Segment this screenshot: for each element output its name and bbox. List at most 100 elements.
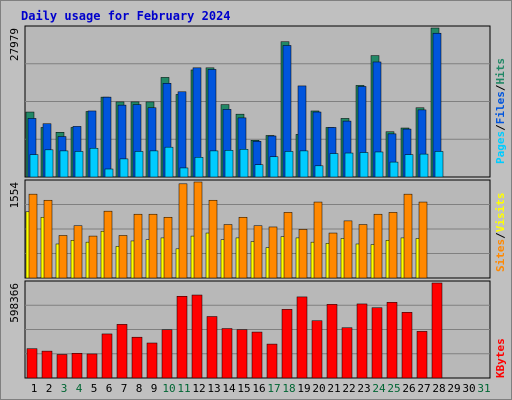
kbytes-bar bbox=[296, 296, 308, 379]
legend-separator: / bbox=[494, 84, 507, 91]
sites-bar bbox=[358, 224, 368, 279]
pages-bar bbox=[419, 153, 429, 178]
sites-bar bbox=[28, 193, 38, 279]
day-label: 9 bbox=[151, 382, 158, 395]
pages-bar bbox=[44, 149, 54, 178]
pages-bar bbox=[389, 161, 399, 178]
day-label: 22 bbox=[342, 382, 355, 395]
sites-bar bbox=[58, 235, 68, 279]
kbytes-bar bbox=[26, 348, 38, 379]
legend-visits: Visits bbox=[494, 193, 507, 233]
pages-bar bbox=[254, 164, 264, 178]
day-label: 10 bbox=[162, 382, 175, 395]
legend-files: Files bbox=[494, 91, 507, 124]
kbytes-bar bbox=[116, 324, 128, 379]
kbytes-bar bbox=[266, 343, 278, 379]
kbytes-bar bbox=[161, 329, 173, 379]
pages-bar bbox=[164, 146, 174, 178]
day-label: 23 bbox=[357, 382, 370, 395]
hits-files-pages-legend: Pages/Files/Hits bbox=[494, 58, 507, 164]
sites-bar bbox=[418, 201, 428, 279]
day-label: 12 bbox=[192, 382, 205, 395]
sites-bar bbox=[373, 213, 383, 279]
legend-separator: / bbox=[494, 232, 507, 239]
sites-bar bbox=[178, 183, 188, 279]
sites-bar bbox=[73, 225, 83, 279]
day-label: 2 bbox=[46, 382, 53, 395]
day-label: 4 bbox=[76, 382, 83, 395]
day-label: 7 bbox=[121, 382, 128, 395]
sites-bar bbox=[328, 232, 338, 279]
day-label: 18 bbox=[282, 382, 295, 395]
day-label: 6 bbox=[106, 382, 113, 395]
kbytes-bar bbox=[101, 333, 113, 379]
day-label: 26 bbox=[402, 382, 415, 395]
day-label: 11 bbox=[177, 382, 190, 395]
day-label: 29 bbox=[447, 382, 460, 395]
kbytes-bar bbox=[401, 312, 413, 379]
sites-bar bbox=[193, 181, 203, 279]
kbytes-bar bbox=[371, 307, 383, 379]
kbytes-bar bbox=[281, 309, 293, 379]
sites-bar bbox=[148, 213, 158, 279]
pages-bar bbox=[329, 153, 339, 178]
kbytes-bar bbox=[431, 282, 443, 379]
sites-bar bbox=[118, 235, 128, 279]
kbytes-bar bbox=[86, 353, 98, 379]
day-label: 31 bbox=[477, 382, 490, 395]
sites-bar bbox=[403, 193, 413, 279]
pages-bar bbox=[404, 154, 414, 178]
kbytes-bar bbox=[311, 320, 323, 379]
pages-bar bbox=[89, 147, 99, 178]
sites-bar bbox=[268, 226, 278, 279]
kbytes-bar bbox=[131, 336, 143, 379]
pages-bar bbox=[59, 150, 69, 178]
kbytes-bar bbox=[71, 353, 83, 379]
sites-bar bbox=[388, 212, 398, 279]
day-label: 8 bbox=[136, 382, 143, 395]
pages-bar bbox=[134, 151, 144, 178]
sites-bar bbox=[103, 210, 113, 279]
pages-bar bbox=[239, 149, 249, 178]
day-label: 3 bbox=[61, 382, 68, 395]
sites-bar bbox=[163, 216, 173, 279]
legend-pages: Pages bbox=[494, 131, 507, 164]
sites-bar bbox=[313, 201, 323, 279]
kbytes-bar bbox=[251, 331, 263, 379]
day-label: 28 bbox=[432, 382, 445, 395]
sites-bar bbox=[133, 213, 143, 279]
sites-max-label: 1554 bbox=[8, 182, 21, 209]
sites-bar bbox=[223, 224, 233, 279]
day-label: 16 bbox=[252, 382, 265, 395]
day-label: 15 bbox=[237, 382, 250, 395]
pages-bar bbox=[284, 151, 294, 178]
files-bar bbox=[177, 91, 187, 178]
kbytes-bar bbox=[41, 350, 53, 379]
sites-bar bbox=[298, 229, 308, 279]
pages-bar bbox=[434, 151, 444, 178]
day-label: 24 bbox=[372, 382, 386, 395]
day-label: 5 bbox=[91, 382, 98, 395]
kbytes-bar bbox=[176, 295, 188, 379]
kbytes-bar bbox=[56, 354, 68, 379]
kbytes-bar bbox=[386, 302, 398, 379]
sites-bar bbox=[283, 212, 293, 279]
kbytes-max-label: 598366 bbox=[8, 283, 21, 323]
day-label: 27 bbox=[417, 382, 430, 395]
files-bar bbox=[102, 96, 112, 178]
legend-sites: Sites bbox=[494, 239, 507, 272]
day-label: 1 bbox=[31, 382, 38, 395]
sites-bar bbox=[43, 199, 53, 279]
pages-bar bbox=[119, 158, 129, 178]
day-label: 20 bbox=[312, 382, 325, 395]
kbytes-legend: KBytes bbox=[494, 338, 507, 378]
kbytes-bar bbox=[356, 303, 368, 379]
pages-bar bbox=[314, 165, 324, 178]
pages-bar bbox=[224, 150, 234, 178]
pages-bar bbox=[29, 154, 39, 178]
day-label: 30 bbox=[462, 382, 475, 395]
chart-title: Daily usage for February 2024 bbox=[21, 9, 231, 23]
pages-bar bbox=[104, 168, 114, 178]
pages-bar bbox=[359, 152, 369, 178]
legend-separator: / bbox=[494, 124, 507, 131]
